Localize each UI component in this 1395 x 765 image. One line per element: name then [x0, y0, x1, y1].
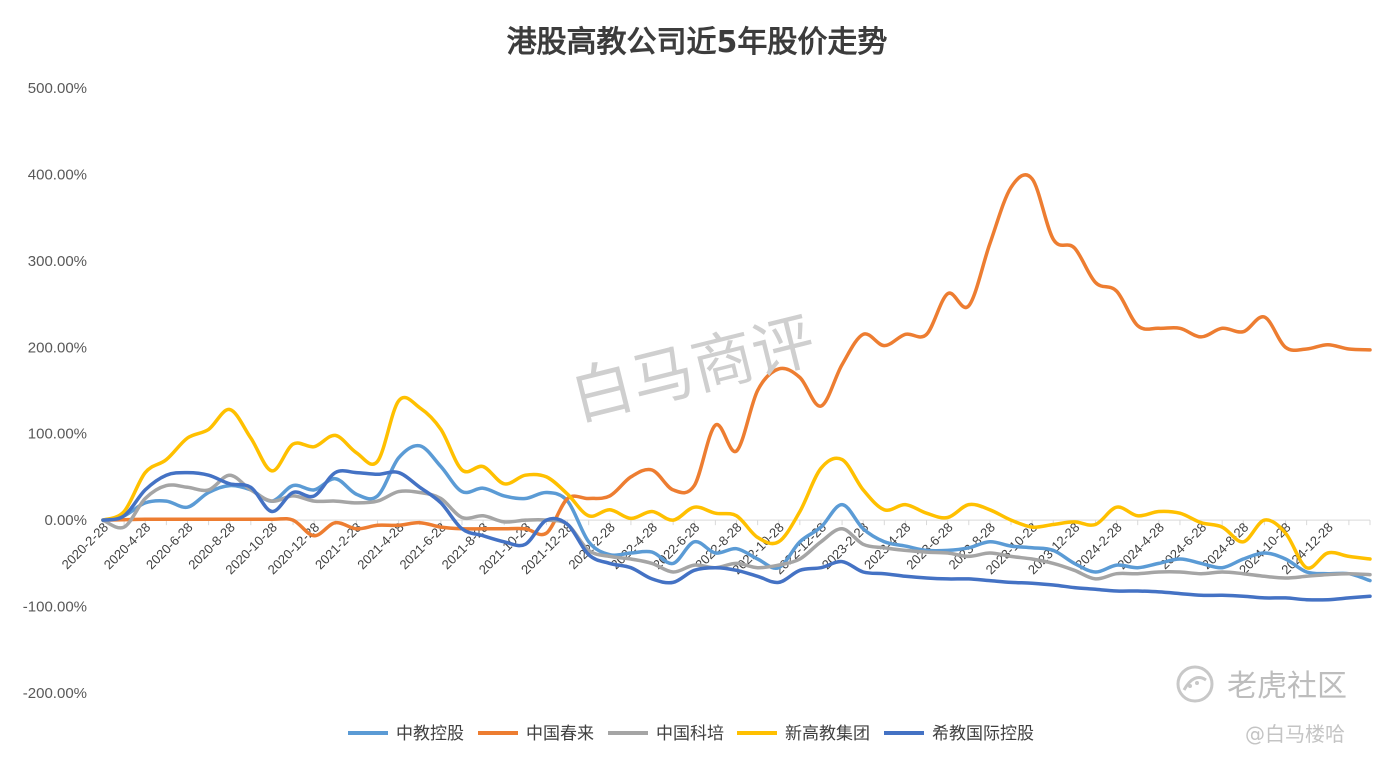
y-tick-label: 100.00%: [28, 426, 87, 443]
legend-item-0[interactable]: 中教控股: [348, 724, 464, 744]
series-line-0: [101, 443, 1372, 583]
legend-item-4[interactable]: 希教国际控股: [884, 724, 1034, 744]
tiger-logo-icon: [1176, 665, 1214, 703]
legend-label: 中教控股: [396, 724, 464, 744]
legend-label: 新高教集团: [785, 724, 870, 744]
legend[interactable]: 中教控股 中国春来 中国科培 新高教集团 希教国际控股: [348, 724, 1034, 744]
legend-item-3[interactable]: 新高教集团: [737, 724, 870, 744]
watermark-user-text: @白马楼哈: [1245, 722, 1345, 746]
series-lines: [101, 173, 1372, 602]
y-tick-label: 400.00%: [28, 166, 87, 183]
legend-label: 中国科培: [656, 724, 724, 744]
watermark-baima: 白马商评: [564, 304, 822, 435]
y-tick-label: -200.00%: [23, 685, 87, 702]
legend-label: 中国春来: [526, 724, 594, 744]
legend-label: 希教国际控股: [932, 724, 1034, 744]
chart-title: 港股高教公司近5年股价走势: [507, 25, 888, 60]
series-line-4: [101, 469, 1372, 602]
y-axis: 500.00% 400.00% 300.00% 200.00% 100.00% 0.00%…: [23, 80, 87, 702]
series-line-3: [101, 395, 1372, 570]
series-line-2: [101, 473, 1372, 581]
y-tick-label: 0.00%: [44, 512, 87, 529]
legend-item-1[interactable]: 中国春来: [478, 724, 594, 744]
y-tick-label: 200.00%: [28, 339, 87, 356]
y-tick-label: -100.00%: [23, 599, 87, 616]
series-line-1: [101, 173, 1372, 538]
y-tick-label: 300.00%: [28, 253, 87, 270]
legend-item-2[interactable]: 中国科培: [608, 724, 724, 744]
watermark-brand: 老虎社区 @白马楼哈: [1176, 665, 1347, 746]
watermark-brand-text: 老虎社区: [1227, 669, 1347, 704]
watermark-center-text: 白马商评: [564, 304, 822, 435]
y-tick-label: 500.00%: [28, 80, 87, 97]
